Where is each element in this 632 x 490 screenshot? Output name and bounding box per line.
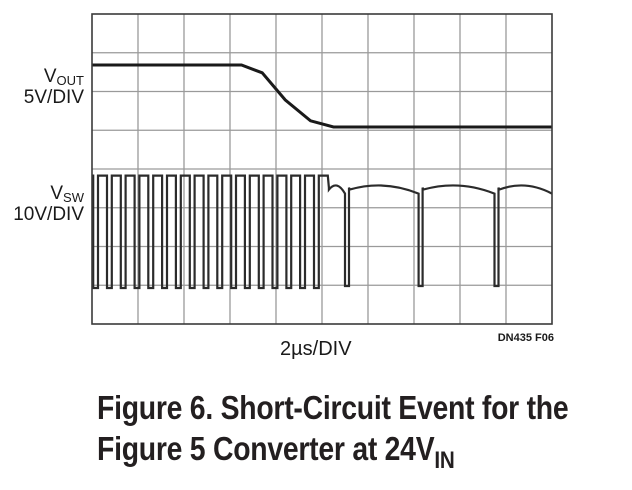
graticule <box>92 14 552 324</box>
vsw-trace <box>92 174 553 290</box>
vout-label: VOUT 5V/DIV <box>23 66 84 108</box>
oscilloscope-plot <box>91 13 553 325</box>
figure-caption: Figure 6. Short-Circuit Event for the Fi… <box>97 387 569 474</box>
vout-trace <box>92 63 552 129</box>
vsw-scale: 10V/DIV <box>13 204 84 225</box>
time-scale-label: 2µs/DIV <box>280 338 352 360</box>
caption-line-1: Figure 6. Short-Circuit Event for the <box>97 389 569 426</box>
figure-code: DN435 F06 <box>497 332 554 344</box>
vsw-label: VSW 10V/DIV <box>13 183 84 225</box>
vout-scale: 5V/DIV <box>23 87 84 108</box>
plot-frame <box>91 13 553 325</box>
caption-line-2: Figure 5 Converter at 24VIN <box>97 430 455 474</box>
